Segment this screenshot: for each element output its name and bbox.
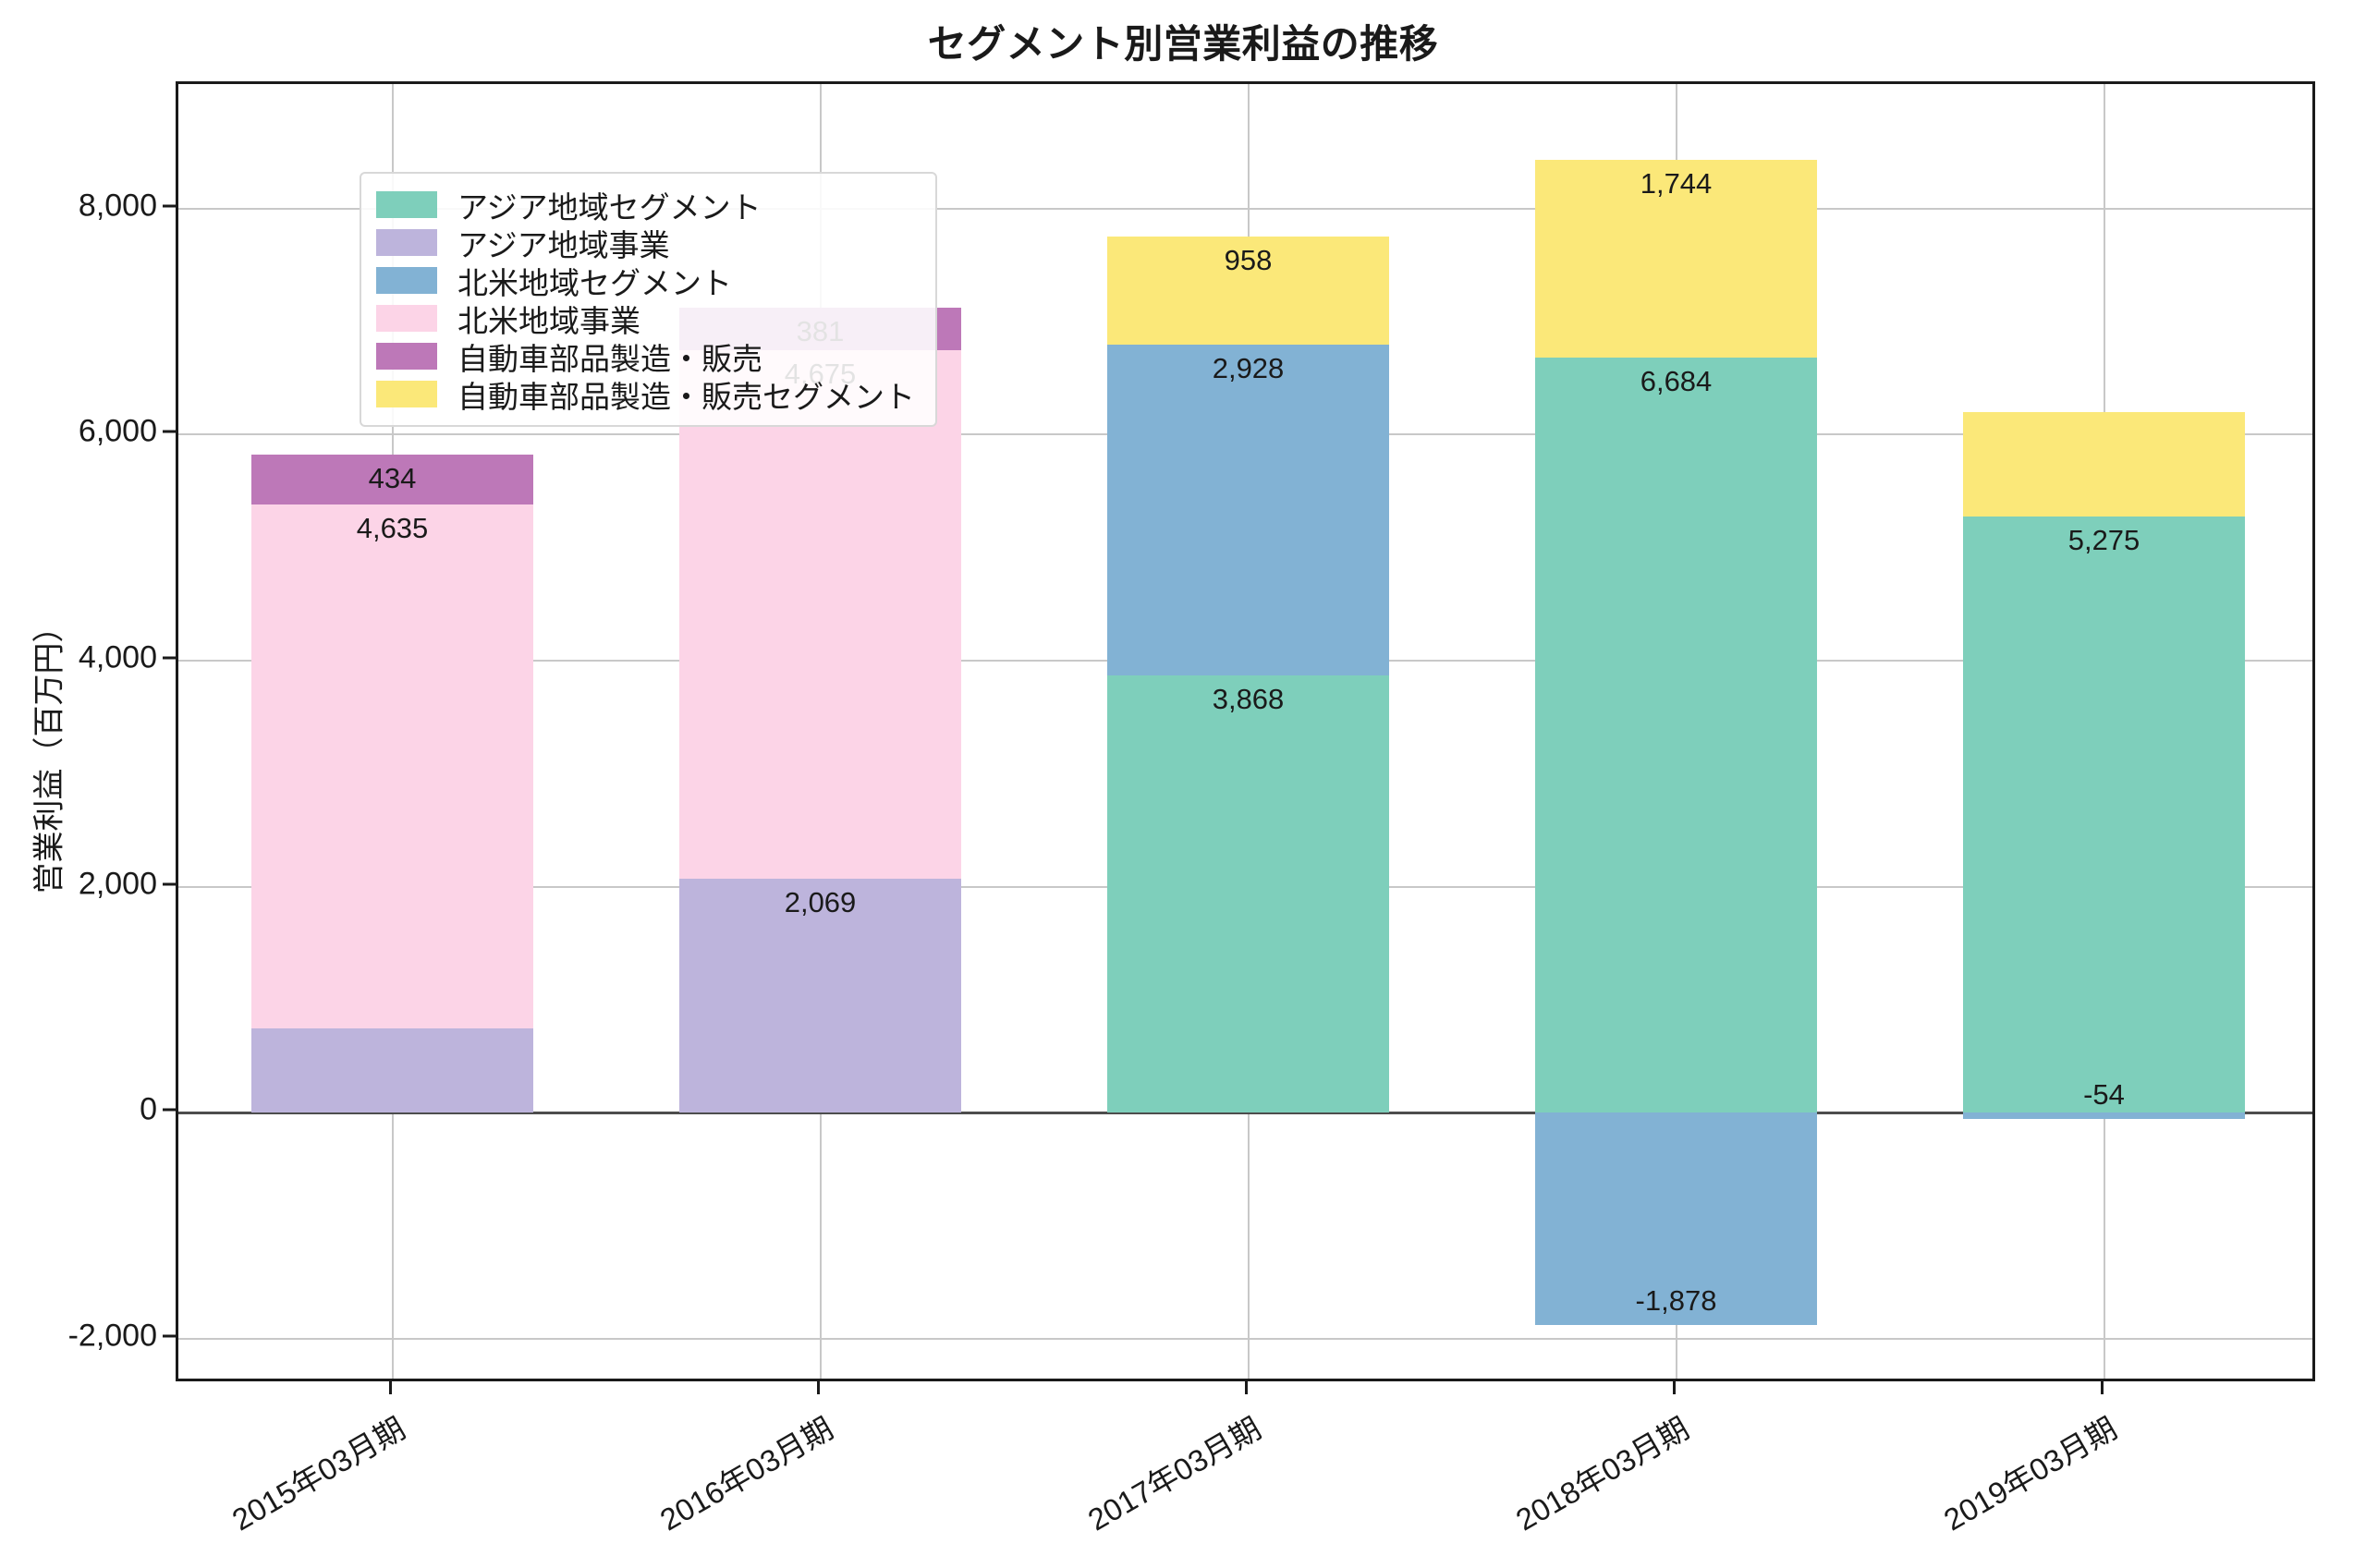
bar-segment (250, 504, 534, 1028)
bar-segment (1106, 344, 1390, 676)
y-axis-tick-mark (163, 656, 176, 660)
bar-segment (1534, 1112, 1818, 1326)
x-axis-tick-label: 2015年03月期 (226, 1410, 410, 1538)
bar-value-label: 6,684 (1640, 364, 1713, 397)
legend-item-label: アジア地域セグメント (457, 189, 762, 225)
bar-segment (1534, 160, 1818, 358)
bars (178, 84, 2312, 1379)
x-axis-tick-mark (1672, 1381, 1676, 1394)
legend-item-label: 北米地域事業 (457, 303, 640, 338)
legend-swatch-icon (376, 305, 437, 332)
x-axis-tick-label: 2019年03月期 (1937, 1410, 2122, 1538)
bar-segment (1962, 1112, 2246, 1119)
y-axis-tick-label: 6,000 (78, 413, 157, 449)
x-axis-tick-mark (1244, 1381, 1248, 1394)
legend-item-5[interactable]: 自動車部品製造・販売セグメント (376, 375, 915, 414)
bar-segment (1106, 236, 1390, 345)
bar-value-label: 2,069 (784, 886, 857, 919)
y-axis-tick-label: -2,000 (67, 1318, 157, 1354)
x-axis-tick-label: 2017年03月期 (1081, 1410, 1266, 1538)
bar-segment (250, 1027, 534, 1113)
y-axis-tick-mark (163, 204, 176, 208)
bar-value-label: 1,744 (1640, 167, 1713, 201)
x-axis-tick-label: 2016年03月期 (653, 1410, 838, 1538)
legend-item-3[interactable]: 北米地域事業 (376, 299, 915, 338)
legend-item-2[interactable]: 北米地域セグメント (376, 261, 915, 300)
bar-segment (678, 879, 962, 1113)
bar-value-label: -54 (2083, 1077, 2125, 1111)
legend: アジア地域セグメント アジア地域事業 北米地域セグメント 北米地域事業 自動車部品製造・… (360, 172, 937, 427)
legend-swatch-icon (376, 381, 437, 407)
bar-value-label: 5,275 (2067, 523, 2140, 556)
legend-item-label: 自動車部品製造・販売 (457, 341, 762, 376)
page-title: セグメント別営業利益の推移 (927, 22, 1439, 66)
legend-item-1[interactable]: アジア地域事業 (376, 224, 915, 262)
bar-value-label: 2,928 (1212, 351, 1285, 384)
legend-item-label: 北米地域セグメント (457, 265, 732, 300)
zero-baseline (178, 84, 2312, 1379)
bar-segment (678, 350, 962, 880)
y-axis-tick-mark (163, 882, 176, 886)
bar-segment (1962, 516, 2246, 1113)
gridline-horizontal (178, 1338, 2312, 1341)
bar-segment (1106, 675, 1390, 1113)
legend-swatch-icon (376, 229, 437, 256)
y-axis-tick-label: 4,000 (78, 639, 157, 675)
y-axis-label: 営業利益（百万円） (31, 611, 67, 894)
y-axis-tick-mark (163, 1334, 176, 1338)
bar-value-label: 958 (1224, 243, 1273, 276)
bar-segment (250, 455, 534, 504)
bar-segment (1962, 412, 2246, 517)
legend-item-0[interactable]: アジア地域セグメント (376, 186, 915, 225)
legend-swatch-icon (376, 343, 437, 370)
x-axis-tick-mark (816, 1381, 820, 1394)
y-axis-tick-label: 8,000 (78, 188, 157, 224)
plot-area: 4,6354342,0694,6753813,8682,9289586,684-… (176, 81, 2315, 1381)
legend-item-label: アジア地域事業 (457, 227, 670, 262)
y-axis-tick-label: 2,000 (78, 866, 157, 902)
x-axis-tick-mark (2100, 1381, 2104, 1394)
y-axis-tick-mark (163, 1108, 176, 1112)
bar-value-label: 4,635 (356, 511, 429, 544)
bar-value-label: -1,878 (1635, 1284, 1717, 1318)
x-axis-tick-label: 2018年03月期 (1509, 1410, 1694, 1538)
legend-item-4[interactable]: 自動車部品製造・販売 (376, 337, 915, 376)
bar-value-label: 434 (368, 462, 417, 495)
gridline-horizontal (178, 207, 2312, 210)
legend-swatch-icon (376, 267, 437, 294)
y-axis-tick-mark (163, 430, 176, 433)
bar-value-label: 3,868 (1212, 683, 1285, 716)
legend-swatch-icon (376, 191, 437, 218)
legend-item-label: 自動車部品製造・販売セグメント (457, 379, 915, 414)
zero-baseline-line (178, 1112, 2312, 1115)
bar-segment (1534, 357, 1818, 1113)
y-axis-tick-label: 0 (140, 1091, 157, 1127)
x-axis-tick-mark (388, 1381, 392, 1394)
